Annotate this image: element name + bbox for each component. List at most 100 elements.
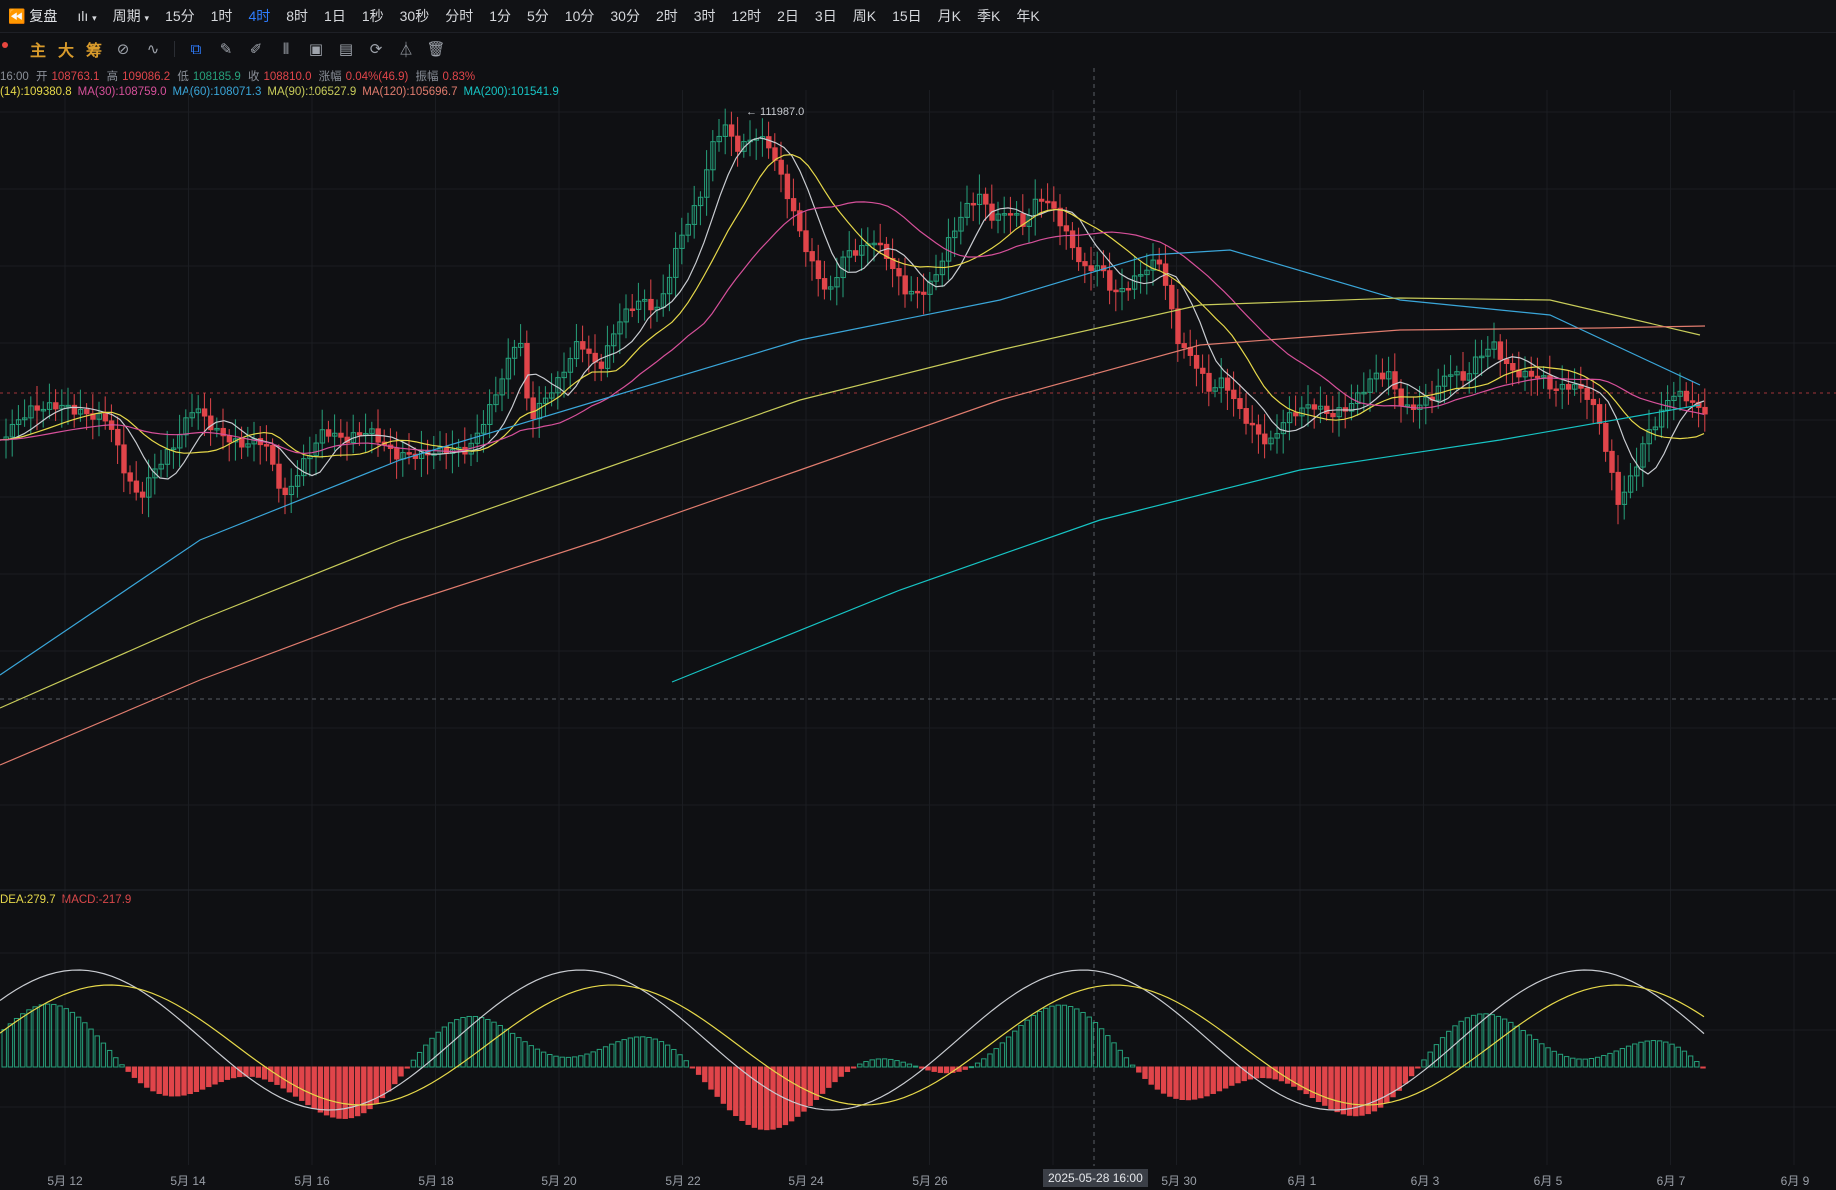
candle-body — [691, 205, 698, 225]
candle-body — [728, 124, 735, 137]
candle-body — [704, 169, 710, 198]
interval-button[interactable]: 1日 — [324, 8, 346, 24]
peak-price-label: ← 111987.0 — [746, 106, 805, 118]
interval-button[interactable]: 分时 — [445, 8, 474, 24]
candle-body — [970, 202, 977, 206]
candle-body — [356, 432, 363, 436]
interval-button[interactable]: 年K — [1016, 8, 1040, 24]
x-axis-tick-label: 5月 26 — [912, 1174, 948, 1188]
macd-bar — [1446, 1030, 1452, 1068]
macd-bar — [137, 1066, 144, 1084]
macd-bar — [113, 1057, 119, 1068]
macd-bar — [212, 1066, 218, 1085]
macd-bar — [1650, 1040, 1657, 1068]
magnet-icon[interactable]: ⟳ — [369, 41, 383, 58]
macd-bar — [392, 1066, 398, 1085]
interval-button[interactable]: 15日 — [892, 8, 922, 24]
ma-legend: (14):109380.8 MA(30):108759.0 MA(60):10807… — [0, 86, 565, 98]
x-axis-tick-label: 5月 16 — [294, 1174, 330, 1188]
select-cursor-icon[interactable]: ⧉ — [190, 40, 202, 58]
macd-bar — [1681, 1050, 1688, 1068]
macd-bar — [292, 1066, 299, 1097]
period-button[interactable]: 周期 ▾ — [112, 8, 150, 24]
candle-body — [611, 333, 617, 347]
candle-body — [369, 428, 375, 434]
macd-bar — [658, 1041, 665, 1068]
chip-button[interactable]: 筹 — [85, 43, 102, 60]
candle-body — [1082, 261, 1088, 267]
ma-line-ma60 — [0, 249, 1701, 676]
macd-bar — [1229, 1066, 1235, 1086]
interval-button[interactable]: 8时 — [286, 8, 309, 24]
interval-button[interactable]: 10分 — [564, 8, 595, 24]
candle-body — [46, 402, 53, 410]
chart-type-button[interactable]: ılı ▾ — [77, 8, 97, 24]
candle-body — [524, 342, 530, 399]
macd-bar — [20, 1013, 26, 1068]
macd-bar — [1086, 1016, 1092, 1068]
compare-icon[interactable]: ⊘ — [116, 41, 130, 58]
replay-button[interactable]: ⏪ 复盘 — [0, 6, 69, 26]
macd-bar — [460, 1016, 466, 1068]
candle-body — [1113, 289, 1119, 293]
macd-bar — [1669, 1043, 1675, 1068]
interval-button[interactable]: 12时 — [731, 8, 762, 24]
macd-bar — [1012, 1030, 1018, 1068]
pen-icon[interactable]: ✐ — [249, 41, 263, 58]
candle-body — [1150, 259, 1156, 271]
candle-body — [1702, 406, 1708, 415]
candle-body — [530, 397, 536, 420]
candle-body — [958, 216, 964, 232]
candle-body — [1057, 207, 1063, 227]
macd-bar — [702, 1066, 708, 1083]
candle-body — [778, 159, 784, 175]
macd-bar — [919, 1066, 925, 1069]
candlestick-chart[interactable] — [0, 56, 1836, 1166]
macd-bar — [106, 1049, 113, 1068]
trash-icon[interactable]: 🗑 — [426, 41, 446, 58]
template-icon[interactable]: ▤ — [338, 41, 354, 58]
interval-button[interactable]: 5分 — [527, 8, 549, 24]
interval-button[interactable]: 2时 — [655, 8, 678, 24]
candle-body — [1119, 288, 1125, 293]
interval-button[interactable]: 30秒 — [399, 8, 430, 24]
big-order-button[interactable]: 大 — [57, 43, 74, 60]
macd-bar — [739, 1066, 745, 1121]
candles-icon[interactable]: ⫴ — [282, 40, 290, 58]
macd-bar — [1532, 1038, 1539, 1068]
macd-bar — [1433, 1044, 1440, 1068]
candle-body — [71, 404, 78, 415]
macd-legend-item: DEA:279.7 — [0, 894, 56, 906]
candle-body — [1014, 213, 1020, 216]
filter-icon[interactable]: ⏃ — [398, 41, 414, 59]
macd-bar — [875, 1058, 882, 1068]
macd-bar — [937, 1066, 944, 1073]
macd-bar — [652, 1038, 658, 1068]
candle-body — [1144, 269, 1150, 276]
interval-button[interactable]: 1秒 — [361, 8, 384, 24]
candle-body — [1472, 356, 1479, 375]
interval-button[interactable]: 月K — [937, 8, 961, 24]
interval-button[interactable]: 15分 — [165, 8, 195, 24]
interval-button[interactable]: 3日 — [814, 8, 837, 24]
interval-button[interactable]: 2日 — [777, 8, 799, 24]
candle-body — [338, 432, 344, 438]
main-indicator-button[interactable]: 主 — [29, 43, 46, 60]
interval-button[interactable]: 周K — [852, 8, 877, 24]
candle-body — [282, 487, 288, 496]
candle-body — [685, 223, 691, 236]
indicator-icon[interactable]: ∿ — [146, 41, 160, 58]
interval-button[interactable]: 季K — [976, 8, 1001, 24]
clipboard-icon[interactable]: ▣ — [308, 41, 324, 58]
candle-body — [1243, 408, 1249, 424]
interval-button[interactable]: 4时 — [248, 8, 271, 24]
interval-button[interactable]: 1分 — [489, 8, 511, 24]
candle-body — [1503, 358, 1510, 365]
interval-button[interactable]: 1时 — [210, 8, 233, 24]
brush-icon[interactable]: ✎ — [219, 41, 233, 58]
interval-button[interactable]: 3时 — [693, 8, 716, 24]
interval-button[interactable]: 30分 — [610, 8, 640, 24]
macd-bar — [311, 1066, 317, 1110]
candle-body — [914, 290, 921, 294]
macd-bar — [1266, 1066, 1272, 1079]
